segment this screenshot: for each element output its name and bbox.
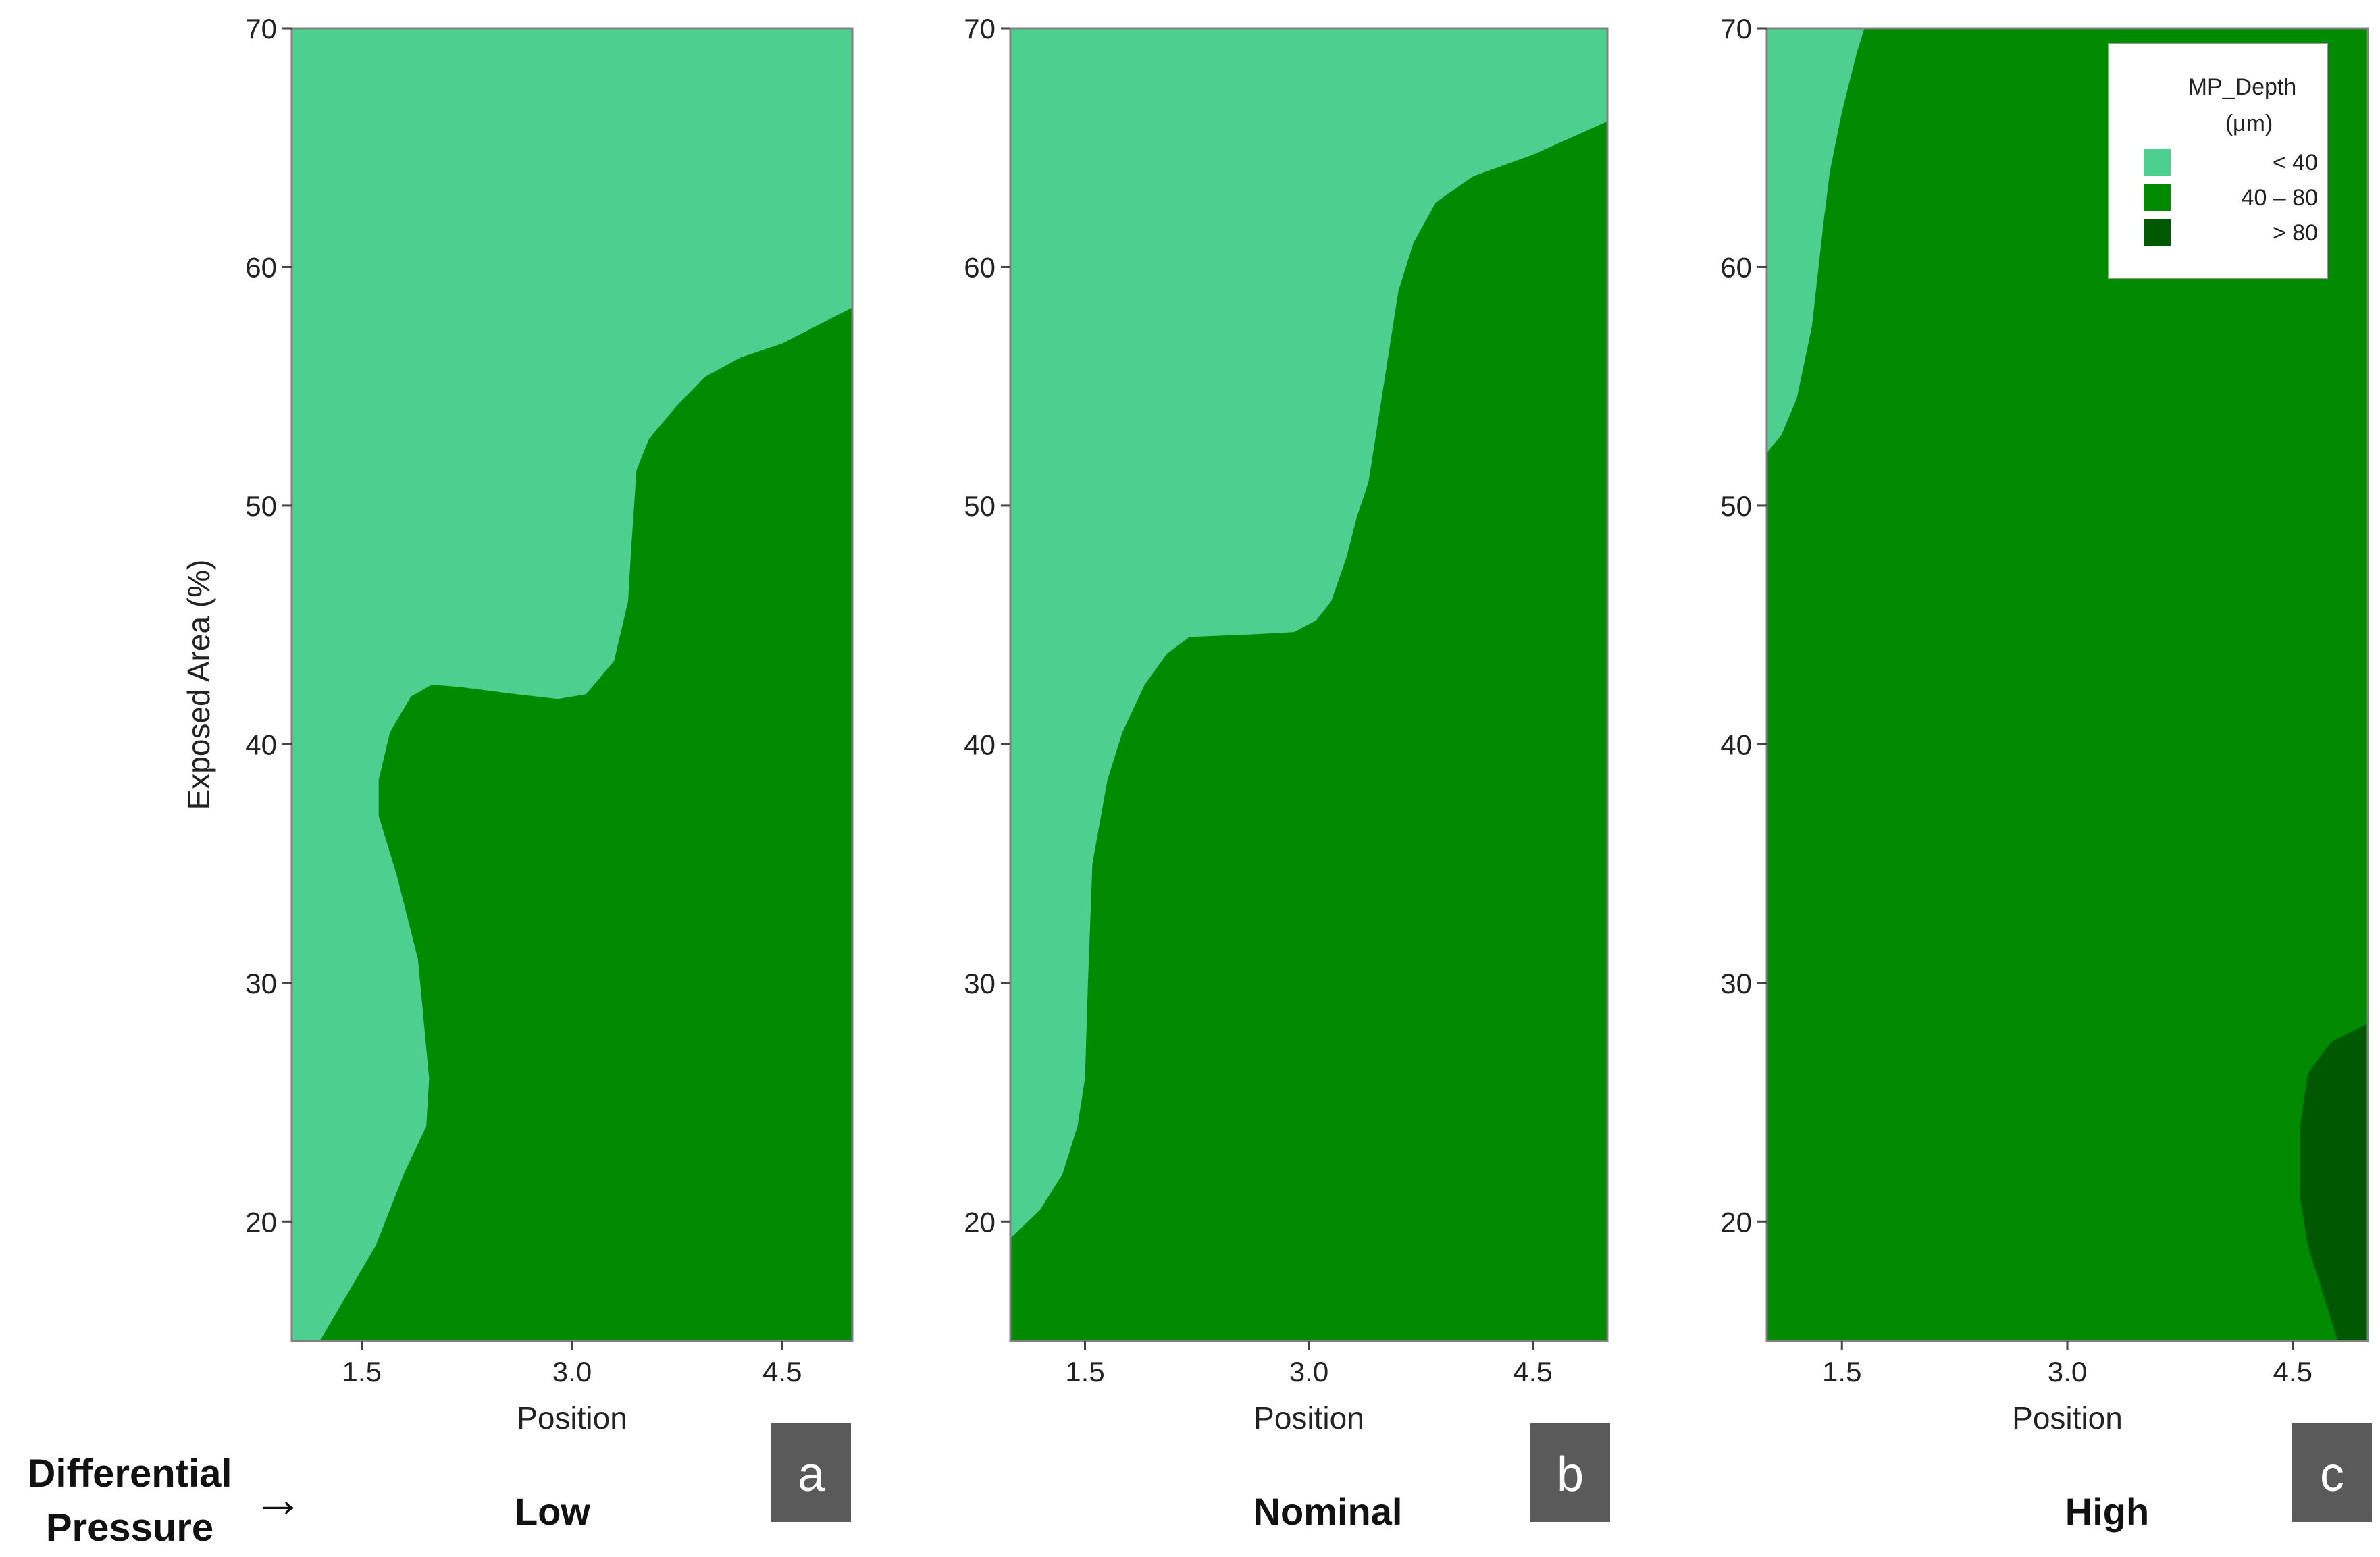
x-tick-label: 3.0 — [1289, 1356, 1328, 1388]
y-tick-label: 40 — [964, 729, 995, 760]
x-tick-label: 1.5 — [1822, 1356, 1861, 1388]
y-tick-label: 60 — [245, 251, 277, 283]
y-tick-label: 60 — [964, 251, 995, 283]
differential-pressure-label: Differential Pressure → — [28, 1452, 304, 1550]
condition-label: Nominal — [1253, 1490, 1403, 1533]
y-tick-label: 70 — [245, 13, 277, 45]
side-label-line1: Differential — [28, 1452, 232, 1496]
legend-swatch-high — [2144, 219, 2171, 246]
contour-region — [319, 307, 852, 1341]
y-tick-label: 20 — [245, 1206, 277, 1238]
y-tick-label: 70 — [964, 13, 995, 45]
x-tick-label: 3.0 — [2048, 1356, 2087, 1388]
x-tick-label: 4.5 — [762, 1356, 802, 1388]
legend: MP_Depth (μm) < 40 40 – 80 > 80 — [2108, 43, 2328, 279]
panel-b: 20 30 40 50 60 70 1.5 3.0 4.5 Position Nominal b — [964, 13, 1610, 1533]
contour-region — [1767, 28, 1865, 454]
y-tick-label: 20 — [964, 1206, 995, 1238]
y-tick-label: 20 — [1720, 1206, 1752, 1238]
y-axis-label: Exposed Area (%) — [181, 560, 216, 810]
panel-badge — [2292, 1423, 2372, 1522]
y-tick-label: 70 — [1720, 13, 1752, 45]
panel-letter: b — [1557, 1448, 1584, 1502]
side-label-line2: Pressure — [46, 1506, 213, 1550]
x-tick-label: 3.0 — [552, 1356, 592, 1388]
x-tick-label: 1.5 — [342, 1356, 382, 1388]
legend-swatch-low — [2144, 149, 2171, 176]
x-axis-label: Position — [1253, 1400, 1364, 1435]
y-tick-label: 50 — [1720, 490, 1752, 522]
condition-label: Low — [515, 1490, 590, 1533]
panel-a: 20 30 40 50 60 70 1.5 3.0 4.5 Position Exposed Are… — [181, 13, 854, 1533]
y-tick-label: 60 — [1720, 251, 1752, 283]
y-tick-label: 50 — [245, 490, 277, 522]
contour-region — [1010, 121, 1607, 1341]
panel-badge — [771, 1423, 851, 1522]
y-tick-label: 40 — [1720, 729, 1752, 760]
y-tick-label: 30 — [245, 968, 277, 999]
x-axis-label: Position — [517, 1400, 627, 1435]
y-tick-label: 40 — [245, 729, 277, 760]
x-tick-label: 4.5 — [2273, 1356, 2312, 1388]
y-tick-label: 30 — [964, 968, 995, 999]
contour-region — [2300, 1023, 2368, 1341]
y-tick-label: 30 — [1720, 968, 1752, 999]
panel-letter: a — [798, 1448, 825, 1502]
legend-swatch-mid — [2144, 184, 2171, 211]
y-tick-label: 50 — [964, 490, 995, 522]
legend-unit: (μm) — [2225, 111, 2273, 136]
panel-badge — [1530, 1423, 1610, 1522]
legend-label-low: < 40 — [2273, 150, 2318, 176]
legend-title: MP_Depth — [2188, 74, 2297, 100]
panel-letter: c — [2320, 1448, 2344, 1502]
x-axis-label: Position — [2012, 1400, 2123, 1435]
arrow-icon: → — [253, 1471, 304, 1528]
x-tick-label: 1.5 — [1065, 1356, 1104, 1388]
legend-label-mid: 40 – 80 — [2242, 185, 2318, 211]
condition-label: High — [2065, 1490, 2149, 1533]
legend-label-high: > 80 — [2273, 220, 2318, 246]
x-tick-label: 4.5 — [1513, 1356, 1552, 1388]
